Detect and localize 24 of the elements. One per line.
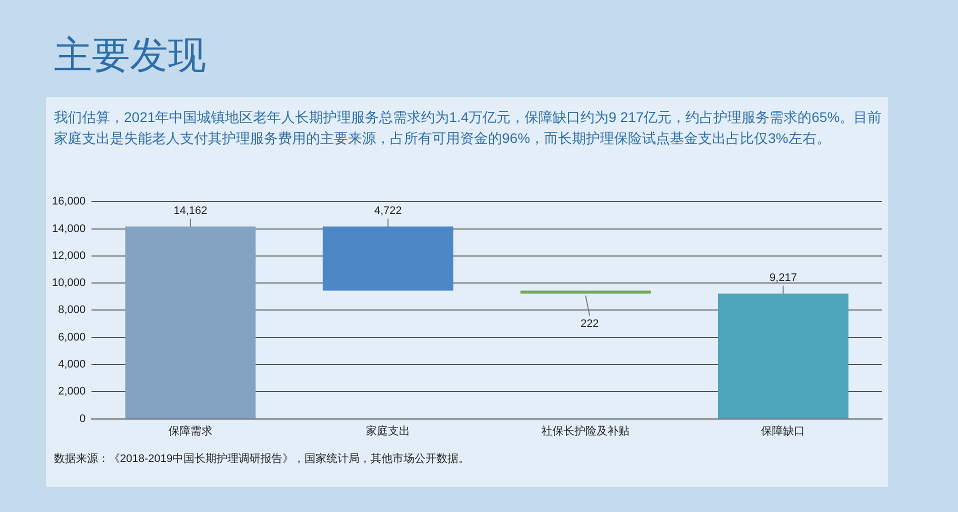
bar: [520, 290, 651, 294]
data-label: 4,722: [374, 205, 402, 218]
y-tick-label: 2,000: [58, 386, 86, 398]
source-note: 数据来源：《2018-2019中国长期护理调研报告》，国家统计局，其他市场公开数据。: [54, 452, 470, 466]
chart-title: 主要发现: [54, 32, 206, 79]
x-tick-label: 保障需求: [168, 424, 212, 438]
y-tick-label: 8,000: [58, 304, 86, 316]
data-label: 14,162: [174, 205, 208, 218]
y-tick-label: 10,000: [52, 277, 86, 290]
x-tick-label: 社保长护险及补贴: [542, 424, 630, 438]
chart-subtitle: 我们估算，2021年中国城镇地区老年人长期护理服务总需求约为1.4万亿元，保障缺口约为9 217亿元，约占护理服务需求的65%。目前家庭支出是失能老人支付其护理服务费用的主要来源，占所有可用资金的96%，而长期护理保险试点基金支出占比仅3%左右。: [54, 108, 882, 148]
bar: [125, 226, 256, 418]
y-tick-label: 6,000: [58, 331, 86, 344]
y-tick-label: 0: [80, 412, 86, 425]
bar: [322, 226, 454, 291]
x-tick-label: 保障缺口: [761, 424, 806, 438]
y-tick-label: 14,000: [52, 222, 86, 235]
bar: [718, 294, 848, 418]
x-tick-label: 家庭支出: [366, 424, 410, 438]
y-tick-label: 16,000: [52, 196, 86, 208]
y-tick-label: 12,000: [52, 250, 86, 262]
data-label: 222: [580, 318, 599, 330]
data-label: 9,217: [769, 272, 797, 284]
y-tick-label: 4,000: [58, 358, 86, 371]
